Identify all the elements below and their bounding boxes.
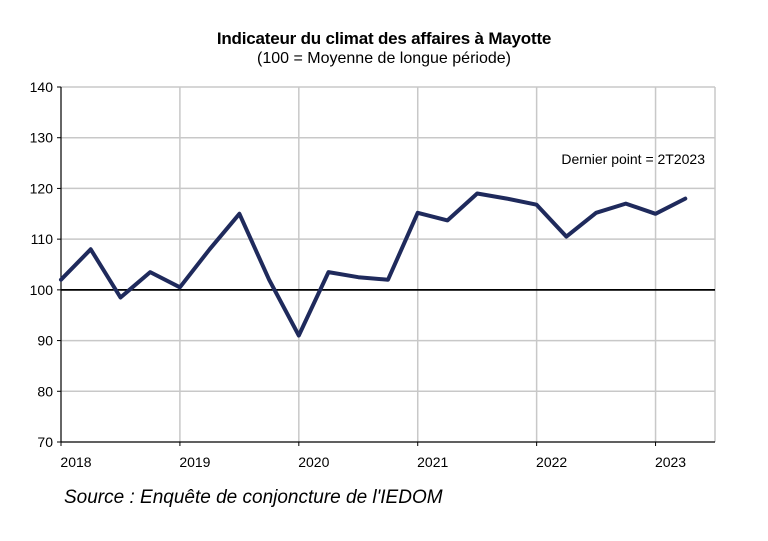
y-tick-label: 120 [30,180,54,196]
y-tick-label: 80 [37,383,53,399]
x-tick-label: 2021 [417,454,448,470]
chart-subtitle: (100 = Moyenne de longue période) [257,50,511,67]
y-tick-label: 110 [31,231,54,247]
series-line [59,191,688,338]
y-tick-label: 90 [37,333,53,349]
x-tick-label: 2019 [179,454,210,470]
x-tick-label: 2023 [655,454,686,470]
x-tick-label: 2018 [60,454,91,470]
y-tick-label: 70 [37,434,53,450]
y-tick-label: 140 [30,79,54,95]
y-tick-label: 130 [30,130,54,146]
y-tick-label: 100 [30,282,54,298]
x-tick-label: 2022 [536,454,567,470]
last-point-annotation: Dernier point = 2T2023 [561,151,705,167]
chart-title: Indicateur du climat des affaires à Mayo… [216,29,552,48]
source-note: Source : Enquête de conjoncture de l'IED… [64,487,443,508]
x-tick-label: 2020 [298,454,329,470]
